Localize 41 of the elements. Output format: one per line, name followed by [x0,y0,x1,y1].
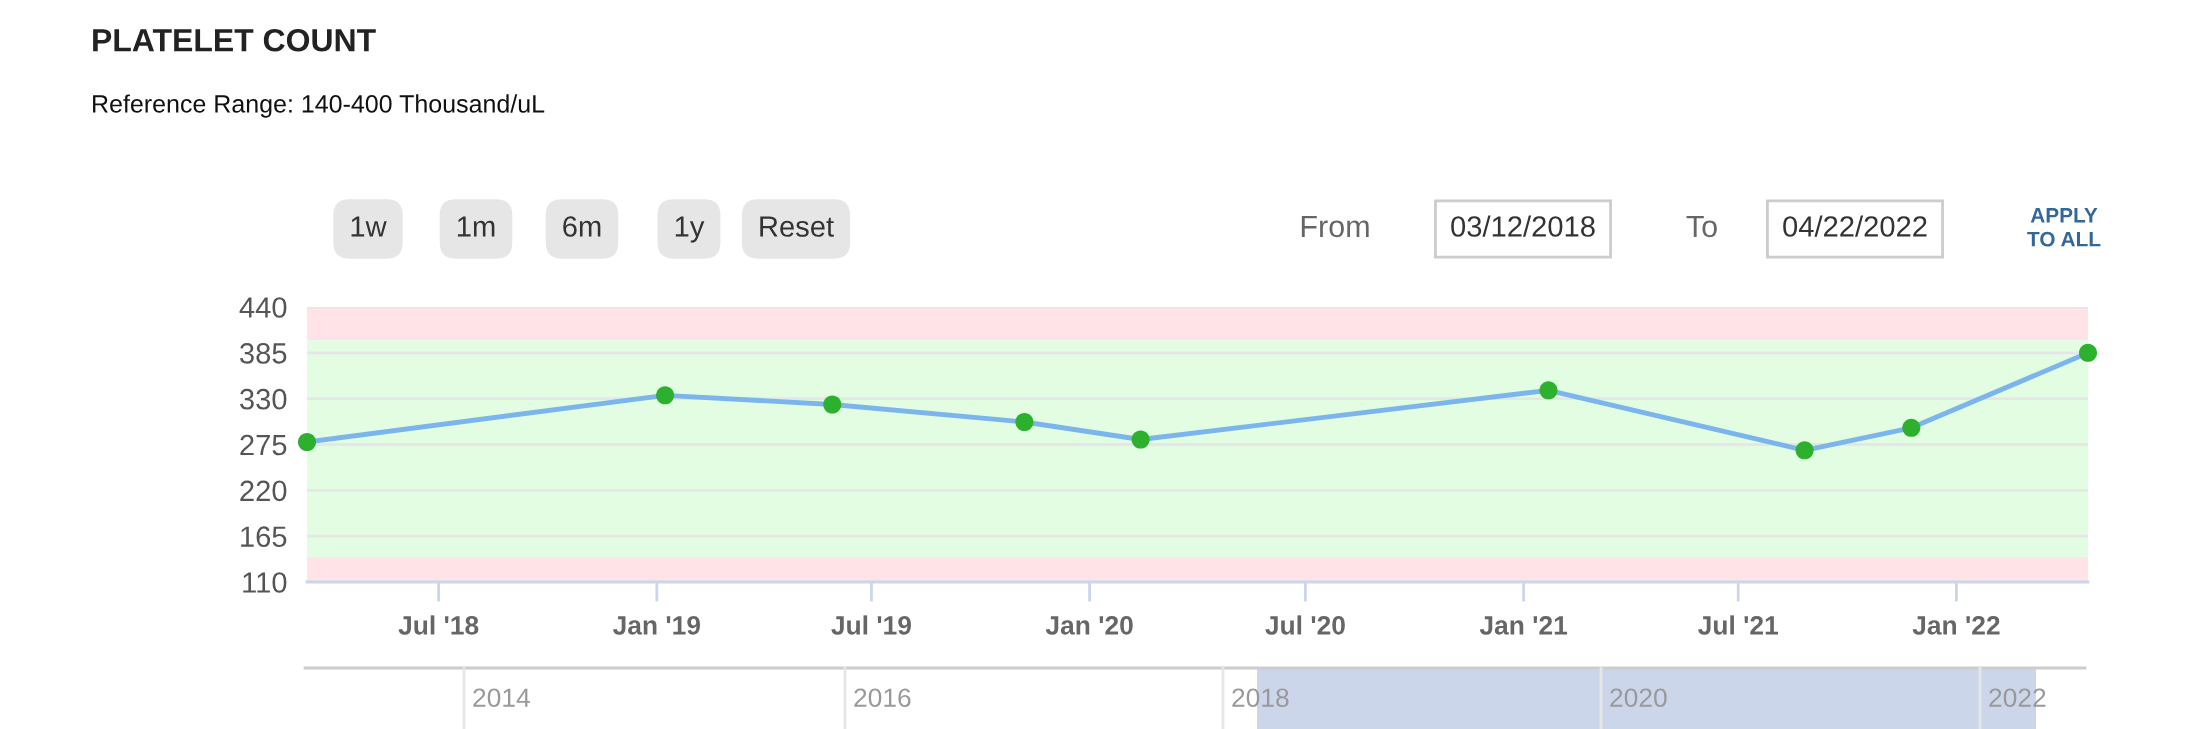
x-tick-label: Jul '20 [1265,615,1345,635]
text: 1m [457,216,495,237]
x-tick-label: Jan '21 [1479,616,1568,635]
text: APPLY TO ALL [2027,208,2101,247]
point [1131,430,1150,449]
y-tick-label: 275 [240,434,287,456]
x-tick-label: Jul '18 [398,615,479,635]
x-tick-label: Jan '22 [1912,616,2000,635]
text: 1w [351,216,387,237]
chart-title: PLATELET COUNT [93,28,376,52]
text: 6m [563,216,601,237]
text: 2020 [1610,688,1667,708]
point [823,395,842,414]
text: 1y [675,216,705,243]
text: 03/12/2018 [1451,215,1595,237]
point [1902,418,1921,437]
point [656,386,675,405]
point [2078,343,2098,362]
x-tick-label: Jan '20 [1045,616,1133,635]
x-tick-label: Jul '19 [831,615,911,635]
text: 2014 [473,688,530,708]
text: 2018 [1232,688,1289,708]
point [1795,441,1814,460]
text: 2016 [854,688,911,708]
y-tick-label: 330 [240,388,287,410]
x-tick-label: Jan '19 [612,616,701,635]
y-tick-label: 165 [241,526,287,548]
y-tick-label: 440 [239,297,287,318]
y-tick-label: 220 [240,480,287,502]
y-tick-label: 385 [240,343,287,364]
point [297,432,317,452]
text: From [1301,215,1369,238]
text: To [1686,215,1717,238]
text: 2022 [1989,688,2046,708]
chart-subtitle: Reference Range: 140-400 Thousand/uL [93,94,545,118]
x-tick-label: Jul '21 [1698,615,1779,635]
text: Reset [760,216,834,237]
text: 04/22/2022 [1783,215,1927,237]
point [1539,381,1558,400]
y-tick-label: 110 [243,572,287,593]
point [1015,412,1034,432]
